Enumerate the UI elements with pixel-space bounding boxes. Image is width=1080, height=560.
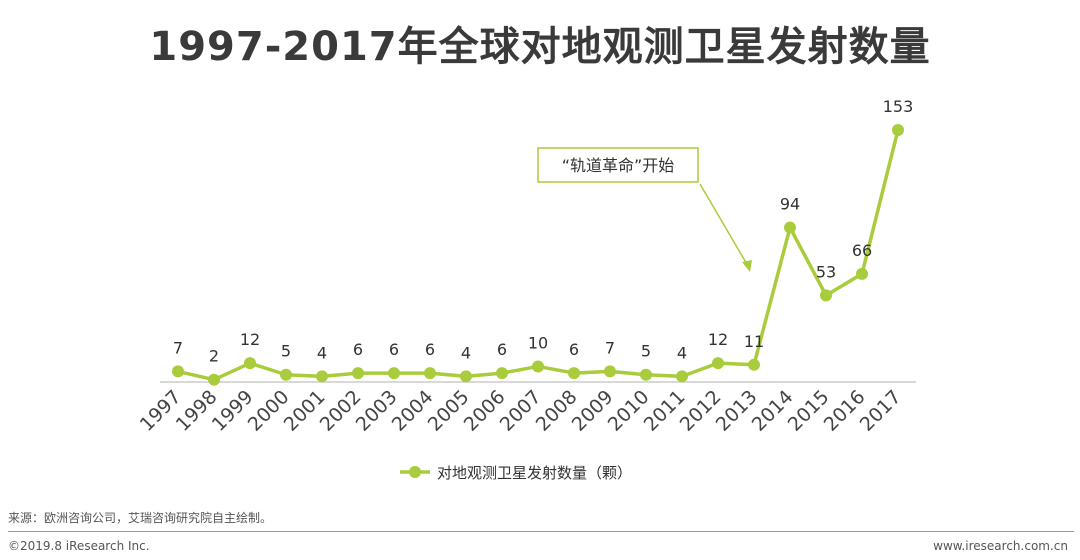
data-label-1999: 12	[240, 330, 260, 349]
data-label-2015: 53	[816, 262, 836, 281]
data-label-2016: 66	[852, 241, 872, 260]
data-point-2001	[316, 370, 328, 383]
x-tick-label-2011: 2011	[640, 386, 690, 436]
data-point-2011	[676, 370, 688, 383]
line-chart: 1997199819992000200120022003200420052006…	[136, 97, 916, 482]
annotation-box	[537, 147, 699, 183]
data-label-2007: 10	[528, 333, 548, 352]
data-label-2005: 4	[461, 343, 471, 362]
data-point-1999	[244, 357, 256, 370]
data-point-2009	[604, 365, 616, 378]
data-label-2002: 6	[353, 340, 363, 359]
data-label-2003: 6	[389, 340, 399, 359]
copyright: ©2019.8 iResearch Inc.	[8, 539, 150, 553]
data-point-2000	[280, 368, 292, 381]
annotation-arrowhead	[742, 260, 752, 272]
data-label-2001: 4	[317, 343, 327, 362]
x-tick-labels: 1997199819992000200120022003200420052006…	[136, 386, 906, 436]
x-tick-label-2015: 2015	[784, 386, 834, 436]
data-label-2008: 6	[569, 340, 579, 359]
legend-label: 对地观测卫星发射数量（颗）	[437, 464, 632, 482]
data-points	[172, 124, 904, 386]
data-label-2010: 5	[641, 342, 651, 361]
x-tick-label-2005: 2005	[424, 386, 474, 436]
data-label-2006: 6	[497, 340, 507, 359]
x-tick-label-2002: 2002	[316, 386, 366, 436]
x-tick-label-2007: 2007	[496, 386, 546, 436]
data-point-2006	[496, 367, 508, 380]
data-point-2008	[568, 367, 580, 380]
x-tick-label-2008: 2008	[532, 386, 582, 436]
x-tick-label-2000: 2000	[244, 386, 294, 436]
annotation-text: “轨道革命”开始	[562, 156, 675, 175]
data-label-1998: 2	[209, 347, 219, 366]
data-label-2009: 7	[605, 338, 615, 357]
data-label-2014: 94	[780, 195, 800, 214]
x-tick-label-1999: 1999	[208, 386, 258, 436]
x-tick-label-2017: 2017	[856, 386, 906, 436]
annotation-arrow	[699, 183, 749, 267]
x-tick-label-2013: 2013	[712, 386, 762, 436]
data-point-2014	[784, 221, 796, 234]
data-point-2003	[388, 367, 400, 380]
x-tick-label-2012: 2012	[676, 386, 726, 436]
data-label-2000: 5	[281, 342, 291, 361]
x-tick-label-2010: 2010	[604, 386, 654, 436]
legend-marker-icon	[409, 466, 421, 478]
x-tick-label-2003: 2003	[352, 386, 402, 436]
data-point-2012	[712, 357, 724, 370]
x-tick-label-2004: 2004	[388, 386, 438, 436]
data-label-2012: 12	[708, 330, 728, 349]
data-label-2011: 4	[677, 343, 687, 362]
data-point-2004	[424, 367, 436, 380]
x-tick-label-1997: 1997	[136, 386, 186, 436]
data-point-1998	[208, 373, 220, 386]
data-point-2005	[460, 370, 472, 383]
x-tick-label-1998: 1998	[172, 386, 222, 436]
data-point-2016	[856, 267, 868, 280]
data-point-2010	[640, 368, 652, 381]
footer-divider	[8, 531, 1074, 532]
data-point-2002	[352, 367, 364, 380]
data-point-2007	[532, 360, 544, 373]
data-label-2013: 11	[744, 332, 764, 351]
x-tick-label-2006: 2006	[460, 386, 510, 436]
data-point-2015	[820, 289, 832, 302]
x-tick-label-2014: 2014	[748, 386, 798, 436]
website-link: www.iresearch.com.cn	[933, 539, 1068, 553]
data-point-1997	[172, 365, 184, 378]
chart-title: 1997-2017年全球对地观测卫星发射数量	[149, 24, 931, 70]
source-note: 来源：欧洲咨询公司，艾瑞咨询研究院自主绘制。	[8, 511, 273, 525]
x-tick-label-2009: 2009	[568, 386, 618, 436]
data-label-1997: 7	[173, 338, 183, 357]
x-tick-label-2016: 2016	[820, 386, 870, 436]
legend: 对地观测卫星发射数量（颗）	[400, 464, 632, 482]
data-label-2017: 153	[883, 97, 914, 116]
data-point-2013	[748, 358, 760, 371]
data-label-2004: 6	[425, 340, 435, 359]
data-point-2017	[892, 124, 904, 136]
x-tick-label-2001: 2001	[280, 386, 330, 436]
